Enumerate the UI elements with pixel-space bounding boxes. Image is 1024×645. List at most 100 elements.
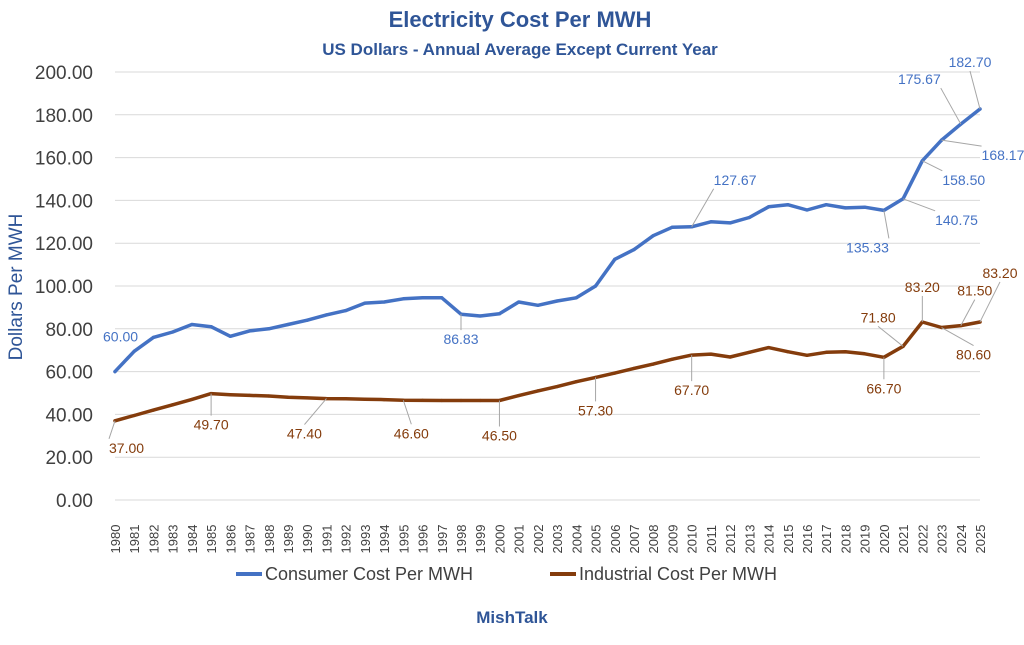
- data-label: 175.67: [898, 71, 941, 87]
- y-tick-label: 40.00: [45, 405, 93, 426]
- data-label: 127.67: [714, 172, 757, 188]
- data-point: [613, 257, 617, 261]
- x-tick-label: 1996: [416, 525, 431, 554]
- data-label: 49.70: [194, 417, 229, 433]
- data-point: [382, 398, 386, 402]
- x-tick-label: 1992: [339, 525, 354, 554]
- data-point: [670, 225, 675, 229]
- x-tick-label: 2004: [569, 525, 584, 554]
- y-tick-label: 140.00: [35, 191, 93, 212]
- data-point: [536, 389, 540, 393]
- data-point: [440, 398, 444, 403]
- data-point: [863, 352, 867, 356]
- data-point: [344, 397, 348, 401]
- data-label: 182.70: [949, 54, 992, 70]
- x-tick-label: 2005: [589, 525, 604, 554]
- legend-label-industrial: Industrial Cost Per MWH: [579, 564, 777, 584]
- x-tick-label: 1995: [396, 525, 411, 554]
- data-point: [843, 206, 848, 210]
- data-label: 83.20: [982, 265, 1017, 281]
- data-label: 158.50: [942, 172, 985, 188]
- data-point: [786, 350, 790, 354]
- data-point: [824, 350, 828, 354]
- x-tick-label: 1980: [108, 525, 123, 554]
- data-point: [517, 300, 521, 304]
- data-labels: 60.00 86.83 127.67 135.33 140.75 158.50 168.17…: [103, 54, 1024, 456]
- data-label: 47.40: [287, 426, 322, 442]
- data-point: [651, 234, 655, 238]
- data-point: [190, 322, 194, 327]
- x-axis-ticks: 1980 1981 1982 1983 1984 1985 1986 1987 1988 1989…: [108, 525, 988, 554]
- data-point: [228, 393, 232, 397]
- x-tick-label: 2022: [915, 525, 930, 554]
- x-tick-label: 1986: [223, 525, 238, 554]
- x-tick-label: 2006: [608, 525, 623, 554]
- data-point: [440, 296, 444, 300]
- data-point: [632, 248, 636, 252]
- y-tick-label: 120.00: [35, 234, 93, 255]
- data-point: [536, 303, 540, 307]
- data-point: [728, 355, 732, 359]
- legend: Consumer Cost Per MWH Industrial Cost Pe…: [236, 564, 777, 584]
- data-label: 81.50: [957, 283, 992, 299]
- data-point: [613, 371, 617, 375]
- data-label: 37.00: [109, 440, 144, 456]
- data-point: [305, 396, 309, 400]
- data-point: [728, 221, 732, 225]
- y-tick-label: 160.00: [35, 149, 93, 170]
- gridlines: [115, 71, 980, 501]
- x-tick-label: 2025: [973, 525, 988, 554]
- x-tick-label: 1981: [127, 525, 142, 554]
- data-point: [709, 352, 713, 356]
- x-tick-label: 1987: [243, 525, 258, 554]
- x-tick-label: 2009: [665, 525, 680, 554]
- data-label-leader: [691, 188, 715, 228]
- y-tick-label: 60.00: [45, 363, 93, 384]
- x-tick-label: 2016: [800, 525, 815, 554]
- data-label-leader: [960, 299, 976, 326]
- data-point: [593, 284, 598, 288]
- data-label-leader: [940, 87, 962, 125]
- y-tick-label: 80.00: [45, 320, 93, 341]
- data-point: [843, 350, 848, 354]
- x-tick-label: 1982: [146, 525, 161, 554]
- x-tick-label: 2001: [512, 525, 527, 554]
- data-point: [382, 300, 386, 304]
- data-point: [478, 314, 482, 318]
- y-tick-label: 0.00: [56, 491, 93, 512]
- data-point: [151, 408, 156, 412]
- x-tick-label: 1993: [358, 525, 373, 554]
- y-tick-label: 200.00: [35, 63, 93, 84]
- data-label: 67.70: [674, 382, 709, 398]
- x-tick-label: 2008: [646, 525, 661, 554]
- x-tick-label: 1983: [166, 525, 181, 554]
- data-label: 86.83: [443, 331, 478, 347]
- data-point: [574, 380, 578, 384]
- data-point: [286, 395, 290, 399]
- x-tick-label: 2021: [896, 525, 911, 554]
- data-point: [939, 138, 944, 142]
- x-tick-label: 1990: [300, 525, 315, 554]
- data-point: [555, 384, 559, 389]
- data-point: [267, 394, 271, 398]
- x-tick-label: 1985: [204, 525, 219, 554]
- data-label-leader: [108, 420, 116, 439]
- data-point: [497, 312, 502, 316]
- data-point: [766, 346, 771, 350]
- data-point: [190, 397, 194, 402]
- data-point: [247, 329, 252, 333]
- x-tick-label: 2003: [550, 525, 565, 554]
- data-point: [747, 215, 751, 220]
- data-label: 135.33: [846, 239, 889, 255]
- x-tick-label: 2019: [858, 525, 873, 554]
- data-label: 83.20: [905, 279, 940, 295]
- chart-subtitle: US Dollars - Annual Average Except Curre…: [322, 40, 718, 59]
- x-tick-label: 2014: [762, 525, 777, 554]
- data-point: [401, 297, 405, 301]
- data-label-leader: [969, 70, 981, 110]
- data-point: [247, 393, 252, 397]
- footer-brand: MishTalk: [476, 608, 548, 627]
- x-tick-label: 2012: [723, 525, 738, 554]
- data-point: [632, 366, 636, 370]
- data-point: [517, 393, 521, 398]
